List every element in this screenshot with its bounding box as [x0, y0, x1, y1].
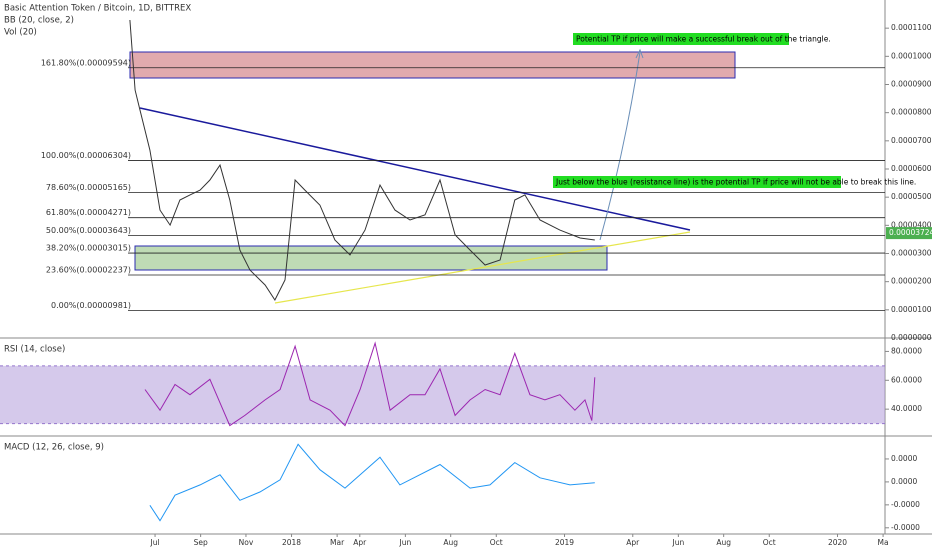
y-tick-label: 60.0000	[891, 375, 922, 384]
y-tick-label: 0.00002000	[891, 277, 932, 286]
note-box	[573, 33, 789, 45]
y-tick-label: 0.0000	[891, 454, 917, 463]
fib-label: 0.00%(0.00000981)	[51, 301, 131, 310]
x-tick-label: Apr	[626, 538, 640, 547]
x-tick-label: 2020	[828, 538, 847, 547]
indicator-label: BB (20, close, 2)	[4, 16, 74, 26]
fib-label: 50.00%(0.00003643)	[46, 226, 131, 235]
x-tick-label: 2018	[282, 538, 301, 547]
x-tick-label: Oct	[490, 538, 503, 547]
support-trendline	[274, 231, 691, 304]
y-tick-label: 0.00001000	[891, 305, 932, 314]
x-tick-label: Jun	[399, 538, 412, 547]
fib-label: 61.80%(0.00004271)	[46, 208, 131, 217]
last-price-badge	[886, 227, 932, 240]
x-tick-label: Aug	[716, 538, 731, 547]
y-tick-label: 0.00006000	[891, 164, 932, 173]
y-tick-label: 0.00010000	[891, 51, 932, 60]
rsi-band	[0, 365, 885, 424]
chart-title: Basic Attention Token / Bitcoin, 1D, BIT…	[4, 4, 191, 14]
pane-title: MACD (12, 26, close, 9)	[4, 443, 104, 453]
x-tick-label: Nov	[239, 538, 254, 547]
resistance-trendline	[139, 107, 691, 231]
y-tick-label: 0.00004000	[891, 220, 932, 229]
last-price-label: 0.00003724	[889, 228, 932, 237]
arrow-head	[635, 48, 644, 59]
target-zone	[129, 51, 736, 79]
indicator-label: Vol (20)	[4, 28, 37, 38]
y-tick-label: 0.00003000	[891, 249, 932, 258]
y-tick-label: 0.00011000	[891, 23, 932, 32]
x-tick-label: Oct	[763, 538, 776, 547]
series-line	[149, 443, 595, 522]
x-tick-label: Aug	[443, 538, 458, 547]
x-tick-label: Sep	[194, 538, 208, 547]
x-tick-label: Mar	[330, 538, 345, 547]
notes: Potential TP if price will make a succes…	[553, 33, 916, 188]
series-line	[144, 341, 596, 427]
y-tick-label: 0.00009000	[891, 80, 932, 89]
fib-label: 38.20%(0.00003015)	[46, 244, 131, 253]
x-tick-label: 2019	[555, 538, 574, 547]
fib-label: 100.00%(0.00006304)	[41, 151, 131, 160]
x-tick-label: Apr	[353, 538, 367, 547]
note-box	[553, 176, 841, 188]
y-tick-label: 0.00008000	[891, 108, 932, 117]
note: Potential TP if price will make a succes…	[576, 35, 831, 44]
y-tick-label: -0.0000	[891, 500, 920, 509]
support-zone	[134, 245, 608, 271]
series-line	[129, 19, 595, 301]
y-tick-label: 0.00005000	[891, 192, 932, 201]
note: Just below the blue (resistance line) is…	[555, 178, 916, 187]
fib-label: 78.60%(0.00005165)	[46, 183, 131, 192]
projection-arrow	[599, 51, 641, 241]
x-tick-label: Jun	[671, 538, 684, 547]
y-tick-label: 0.0000	[891, 477, 917, 486]
y-tick-label: 40.0000	[891, 404, 922, 413]
pane-title: RSI (14, close)	[4, 345, 65, 355]
y-tick-label: 0.00007000	[891, 136, 932, 145]
y-tick-label: 80.0000	[891, 346, 922, 355]
x-tick-label: Jul	[150, 538, 160, 547]
x-tick-label: Ma	[878, 538, 889, 547]
fib-label: 23.60%(0.00002237)	[46, 265, 131, 274]
fib-label: 161.80%(0.00009594)	[41, 58, 131, 67]
y-tick-label: 0.00000000	[891, 333, 932, 342]
y-tick-label: -0.0000	[891, 523, 920, 532]
